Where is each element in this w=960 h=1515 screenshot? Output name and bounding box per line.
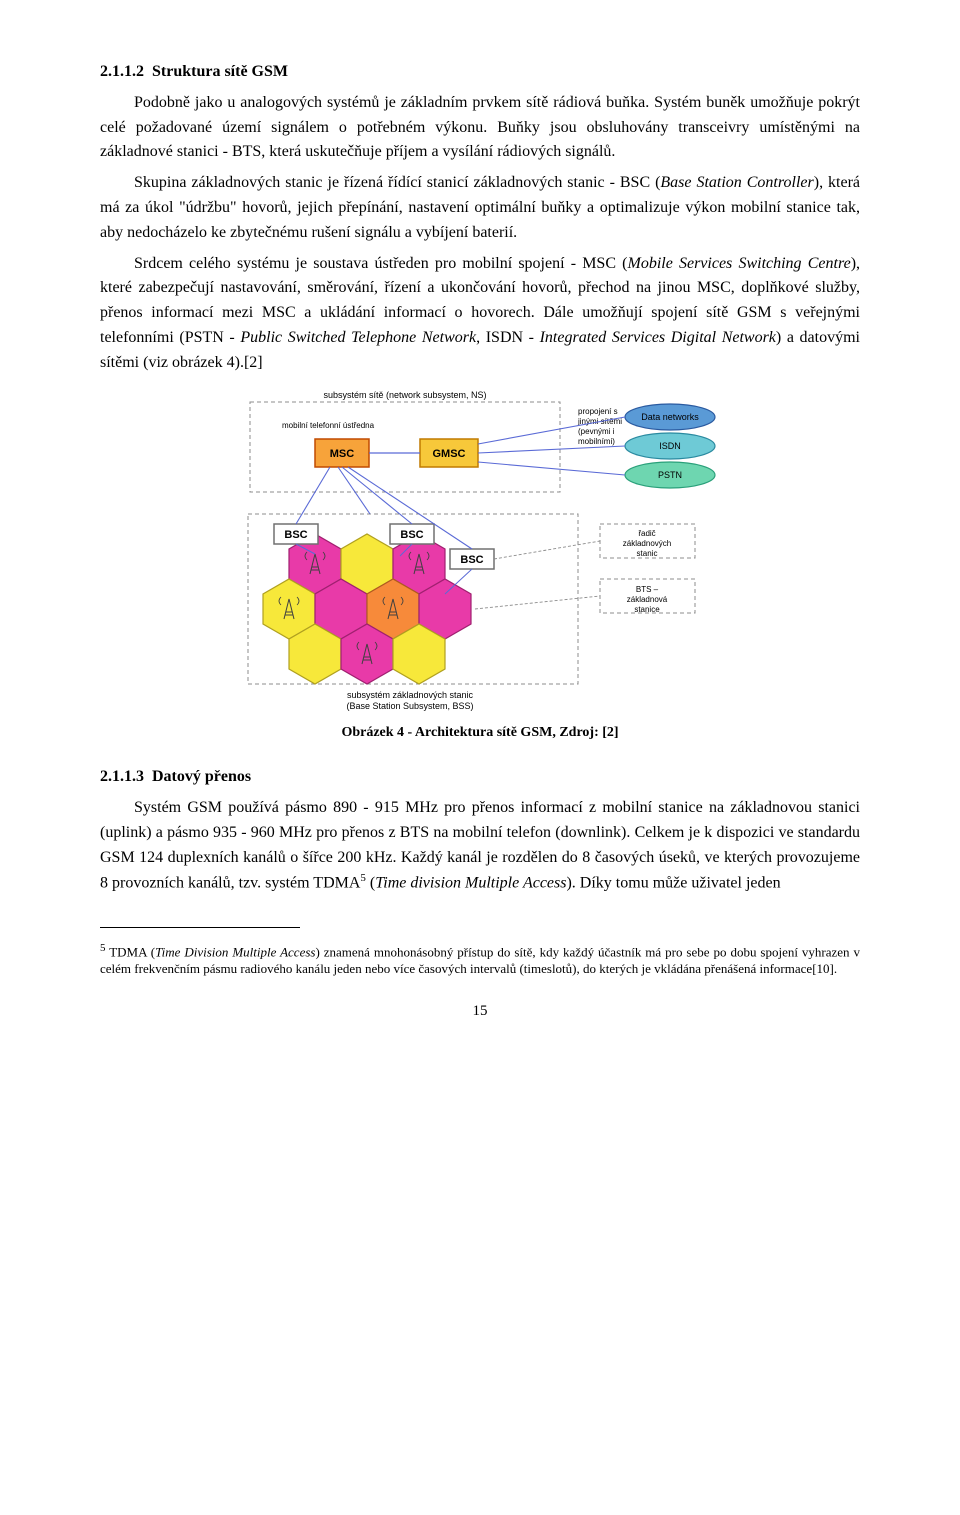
s1-p3: Srdcem celého systému je soustava ústřed… [100,252,860,376]
heading-2-num: 2.1.1.3 [100,768,144,785]
footnote-separator [100,927,300,928]
svg-text:subsystém sítě (network subsys: subsystém sítě (network subsystem, NS) [323,390,486,400]
svg-text:Data networks: Data networks [641,412,699,422]
svg-text:základnových: základnových [623,539,671,548]
figure-4: subsystém sítě (network subsystem, NS) mo… [100,384,860,714]
svg-text:ISDN: ISDN [659,441,681,451]
heading-2: 2.1.1.3 Datový přenos [100,765,860,790]
s1-p2: Skupina základnových stanic je řízená ří… [100,171,860,245]
svg-text:BSC: BSC [284,529,307,541]
footnote-5: 5 TDMA (Time Division Multiple Access) z… [100,941,860,978]
heading-1: 2.1.1.2 Struktura sítě GSM [100,60,860,85]
svg-text:GMSC: GMSC [433,448,466,460]
svg-text:stanic: stanic [637,549,658,558]
svg-text:subsystém základnových stanic: subsystém základnových stanic [347,690,474,700]
svg-text:(pevnými i: (pevnými i [578,427,615,436]
svg-text:stanice: stanice [634,605,660,614]
svg-text:mobilními): mobilními) [578,437,615,446]
svg-text:mobilní telefonní ústředna: mobilní telefonní ústředna [282,421,375,430]
svg-text:PSTN: PSTN [658,470,682,480]
svg-text:BSC: BSC [400,529,423,541]
svg-text:BSC: BSC [460,554,483,566]
heading-1-title: Struktura sítě GSM [152,63,288,80]
svg-text:řadič: řadič [638,529,655,538]
page-number: 15 [100,1000,860,1023]
s1-p1: Podobně jako u analogových systémů je zá… [100,91,860,165]
svg-text:(Base Station Subsystem, BSS): (Base Station Subsystem, BSS) [346,701,473,711]
figure-4-caption: Obrázek 4 - Architektura sítě GSM, Zdroj… [100,722,860,744]
s2-p1: Systém GSM používá pásmo 890 - 915 MHz p… [100,796,860,897]
svg-text:BTS –: BTS – [636,585,659,594]
gsm-architecture-diagram: subsystém sítě (network subsystem, NS) mo… [220,384,740,714]
heading-2-title: Datový přenos [152,768,251,785]
svg-text:propojení s: propojení s [578,407,618,416]
heading-1-num: 2.1.1.2 [100,63,144,80]
svg-text:základnová: základnová [627,595,668,604]
svg-text:MSC: MSC [330,448,355,460]
